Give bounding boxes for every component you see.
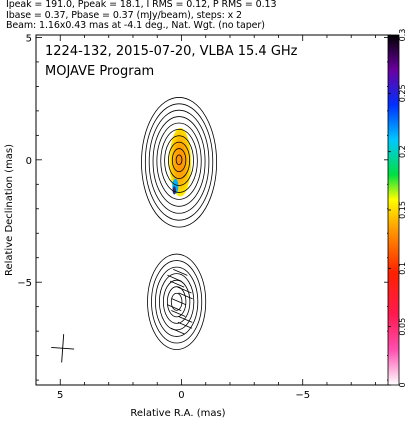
evpa-tick [177,321,193,329]
evpa-tick [177,286,192,294]
contour-core-level-3 [148,109,210,214]
colorbar-tick-label: 0.25 [398,84,407,102]
chart-subtitle: MOJAVE Program [45,64,154,79]
chart-title: 1224-132, 2015-07-20, VLBA 15.4 GHz [45,44,298,59]
colorbar-tick-label: 0.05 [398,318,407,336]
contour-jet-level-4 [159,273,195,331]
contour-jet-level-7 [170,292,183,311]
y-tick-label: 5 [26,33,32,44]
map-content [51,97,218,363]
contour-jet-level-3 [155,266,199,337]
evpa-tick [169,280,185,288]
colorbar-ticks: 0 0.05 0.1 0.15 0.2 0.25 0.3 [388,29,407,388]
colorbar-tick-label: 0.3 [398,29,407,42]
contour-core-level-2 [144,103,214,221]
contour-core-level-1 [141,97,218,228]
evpa-tick [178,292,193,300]
colorbar-tick-label: 0 [398,382,407,387]
evpa-tick [171,310,186,317]
evpa-tick [171,298,187,306]
colorbar-tick-label: 0.15 [398,201,407,219]
evpa-tick [178,316,193,323]
plot-frame [35,34,391,386]
x-tick-label: −5 [295,390,310,401]
contour-core-level-6 [160,128,198,193]
header-line-beam: Beam: 1.16x0.43 mas at -4.1 deg., Nat. W… [6,20,265,31]
colorbar-tick-label: 0.2 [398,145,407,158]
contour-jet-level-5 [162,279,191,324]
contour-core-level-10 [175,154,183,166]
contour-core-level-9 [171,148,187,173]
x-axis-label: Relative R.A. (mas) [130,408,225,419]
x-tick-label: 0 [178,390,184,401]
contour-core-level-8 [168,141,191,179]
contour-jet-level-2 [151,260,203,344]
contour-core-level-7 [164,135,194,186]
evpa-tick [170,327,185,335]
colorbar [388,35,399,385]
colorbar-tick-label: 0.1 [398,262,407,275]
contour-jet-level-1 [147,253,207,350]
header-line-base: Ibase = 0.37, Pbase = 0.37 (mJy/beam), s… [6,9,242,21]
y-tick-label: 0 [26,156,32,167]
axis-ticks: 5 0 −5 5 0 −5 [17,33,390,401]
header-line-peaks: Ipeak = 191.0, Ppeak = 18.1, I RMS = 0.1… [6,0,277,10]
contour-core-level-5 [156,122,202,200]
polarization-fill-patch [172,186,177,195]
evpa-tick [173,269,188,276]
contour-jet-level-6 [166,286,187,318]
x-tick-label: 5 [57,390,63,401]
map-header: Ipeak = 191.0, Ppeak = 18.1, I RMS = 0.1… [6,0,406,32]
evpa-tick [167,274,182,282]
contour-core-level-4 [152,116,206,207]
evpa-tick [167,304,182,312]
y-tick-label: −5 [17,278,32,289]
beam-minor-axis [51,347,75,350]
y-axis-label: Relative Declination (mas) [4,144,15,276]
